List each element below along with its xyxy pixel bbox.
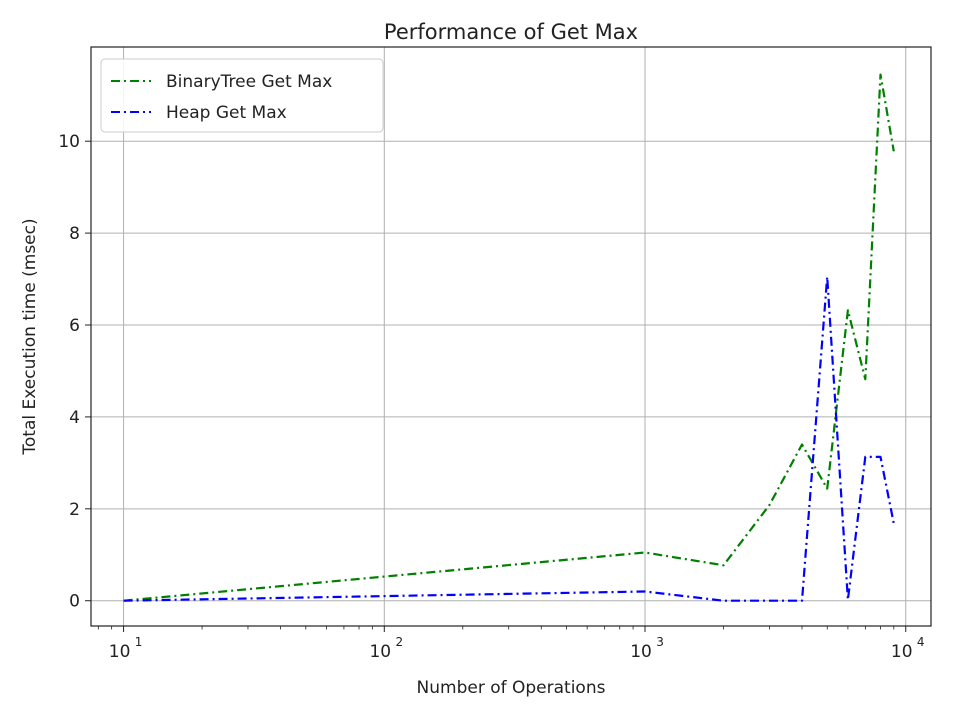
y-tick-label: 4 (69, 408, 80, 428)
y-tick-label: 2 (69, 500, 80, 520)
x-tick-label: 10 (109, 642, 131, 662)
grid (91, 47, 931, 626)
y-ticks: 0 2 4 6 8 10 (58, 132, 91, 612)
x-tick-label: 10 (891, 642, 913, 662)
plot-frame (90, 46, 932, 627)
x-tick-label: 10 (369, 642, 391, 662)
y-tick-label: 8 (69, 224, 80, 244)
series-line-0 (123, 73, 895, 602)
x-axis-label: Number of Operations (417, 678, 606, 698)
legend-label-binarytree: BinaryTree Get Max (166, 72, 332, 92)
x-ticks: 10 1 10 2 10 3 10 4 (97, 626, 925, 662)
chart-title: Performance of Get Max (384, 20, 638, 44)
x-tick-exponent: 4 (917, 635, 925, 649)
y-tick-label: 6 (69, 316, 80, 336)
x-tick-label: 10 (630, 642, 652, 662)
legend-box (100, 58, 384, 133)
legend: BinaryTree Get Max Heap Get Max (100, 58, 384, 133)
y-axis-label: Total Execution time (msec) (20, 218, 40, 455)
series-line-1 (123, 275, 895, 602)
x-tick-exponent: 1 (135, 635, 143, 649)
legend-label-heap: Heap Get Max (166, 103, 287, 123)
x-tick-exponent: 2 (395, 635, 403, 649)
y-tick-label: 10 (58, 132, 80, 152)
series-lines (123, 73, 895, 602)
y-tick-label: 0 (69, 592, 80, 612)
x-tick-exponent: 3 (656, 635, 664, 649)
